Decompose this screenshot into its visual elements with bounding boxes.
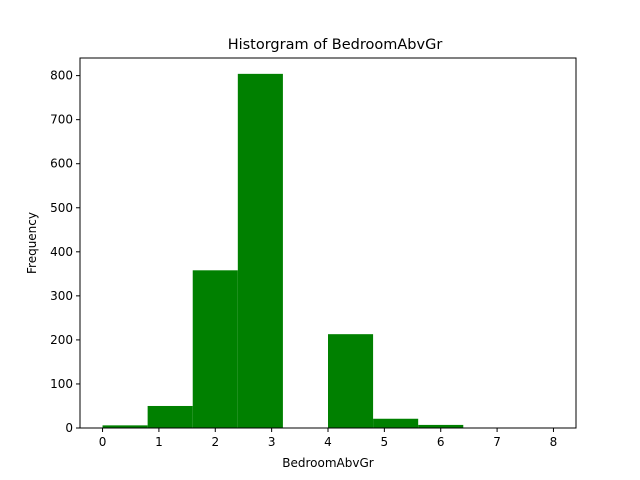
- histogram-bar-2: [192, 270, 238, 428]
- x-axis-label: BedroomAbvGr: [282, 456, 374, 470]
- bars-group: [102, 73, 554, 428]
- x-tick-label-6: 6: [437, 435, 445, 449]
- x-tick-label-7: 7: [493, 435, 501, 449]
- x-tick-label-3: 3: [268, 435, 276, 449]
- chart-title: Historgram of BedroomAbvGr: [228, 37, 443, 53]
- plot-frame: [79, 57, 577, 429]
- y-tick-label-5: 500: [50, 201, 73, 215]
- histogram-bar-6: [373, 418, 419, 428]
- histogram-bar-7: [418, 424, 464, 428]
- y-tick-label-8: 800: [50, 69, 73, 83]
- y-tick-label-2: 200: [50, 333, 73, 347]
- x-tick-label-8: 8: [550, 435, 558, 449]
- x-tick-label-0: 0: [99, 435, 107, 449]
- x-tick-label-1: 1: [155, 435, 163, 449]
- histogram-bar-0: [102, 425, 148, 428]
- x-axis-ticks: 0 1 2 3 4 5 6 7 8: [99, 428, 558, 449]
- histogram-bar-5: [328, 334, 374, 428]
- y-tick-label-1: 100: [50, 377, 73, 391]
- y-tick-label-4: 400: [50, 245, 73, 259]
- y-axis-label: Frequency: [25, 212, 39, 274]
- histogram-bar-3: [237, 73, 283, 428]
- y-tick-label-7: 700: [50, 113, 73, 127]
- x-tick-label-2: 2: [211, 435, 219, 449]
- y-tick-label-0: 0: [65, 421, 73, 435]
- y-axis-ticks: 0 100 200 300 400 500 600 700 800: [50, 69, 80, 435]
- x-tick-label-5: 5: [381, 435, 389, 449]
- x-tick-label-4: 4: [324, 435, 332, 449]
- y-tick-label-6: 600: [50, 157, 73, 171]
- y-tick-label-3: 300: [50, 289, 73, 303]
- histogram-bar-1: [147, 405, 193, 428]
